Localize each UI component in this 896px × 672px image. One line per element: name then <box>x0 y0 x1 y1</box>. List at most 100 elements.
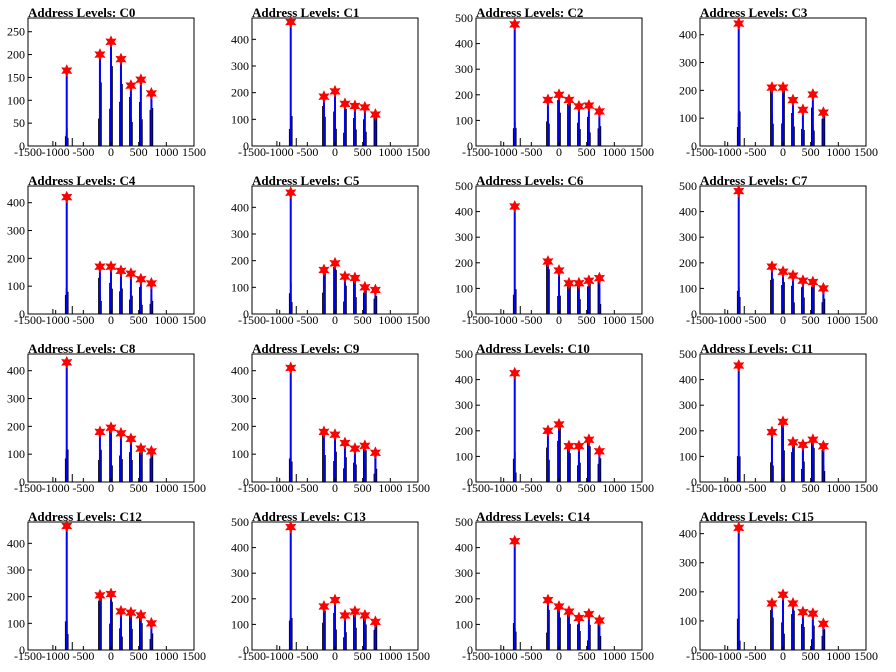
x-tick-label: 1500 <box>182 481 206 495</box>
x-tick-label: 1000 <box>154 145 178 159</box>
peak-marker <box>94 47 106 62</box>
chart-title: Address Levels: C12 <box>28 510 142 524</box>
address-level-panel-c13: 0 100 200 300 400 500 -1500 -1000 -500 0 500 1000 15… <box>224 504 448 672</box>
y-tick-label: 400 <box>455 205 473 219</box>
histogram-plot: 0 100 200 300 400 -1500 -1000 -500 0 500 1000 1500 <box>231 15 430 159</box>
y-tick-label: 0 <box>243 139 249 153</box>
y-tick-label: 300 <box>455 230 473 244</box>
address-level-panel-c14: 0 100 200 300 400 500 -1500 -1000 -500 0 500 1000 15… <box>448 504 672 672</box>
peak-marker <box>285 361 297 375</box>
y-tick-label: 200 <box>7 590 25 604</box>
x-tick-label: -500 <box>520 145 542 159</box>
x-tick-label: 1000 <box>154 481 178 495</box>
chart-title: Address Levels: C15 <box>700 510 814 524</box>
address-level-panel-c8: 0 100 200 300 400 -1500 -1000 -500 0 500 1000 1500 A… <box>0 336 224 504</box>
x-tick-label: -1500 <box>14 649 42 663</box>
peak-marker <box>807 87 819 102</box>
x-tick-label: 1500 <box>182 313 206 327</box>
peak-marker <box>553 263 565 278</box>
peak-marker <box>349 604 361 619</box>
chart-title-channel: C1 <box>343 5 360 20</box>
y-tick-label: 100 <box>7 93 25 107</box>
y-tick-label: 300 <box>7 563 25 577</box>
y-tick-label: 200 <box>679 424 697 438</box>
peak-marker <box>807 607 819 621</box>
histogram-bars <box>500 206 602 314</box>
histogram-plot: 0 100 200 300 400 500 -1500 -1000 -500 0 500 1000 15… <box>455 347 654 495</box>
x-tick-label: 500 <box>354 145 372 159</box>
address-level-panel-c3: 0 100 200 300 400 -1500 -1000 -500 0 500 1000 1500 A… <box>672 0 896 168</box>
x-tick-label: 1000 <box>602 313 626 327</box>
x-tick-label: 1000 <box>826 481 850 495</box>
x-tick-label: -1000 <box>42 313 70 327</box>
x-tick-label: -500 <box>744 481 766 495</box>
y-tick-label: 0 <box>467 643 473 657</box>
x-tick-label: 1500 <box>630 481 654 495</box>
x-tick-label: 0 <box>108 481 114 495</box>
peak-marker <box>563 439 575 453</box>
x-tick-label: -1000 <box>490 145 518 159</box>
x-tick-label: 0 <box>556 481 562 495</box>
peak-marker <box>777 588 789 602</box>
chart-title: Address Levels: C11 <box>700 342 813 356</box>
y-tick-label: 200 <box>7 251 25 265</box>
address-level-panel-c5: 0 100 200 300 400 -1500 -1000 -500 0 500 1000 1500 A… <box>224 168 448 336</box>
peak-marker <box>787 435 799 449</box>
y-tick-label: 100 <box>455 281 473 295</box>
x-tick-label: -1000 <box>266 145 294 159</box>
y-tick-label: 100 <box>231 447 249 461</box>
peak-marker <box>105 421 117 435</box>
y-tick-label: 400 <box>231 200 249 214</box>
address-level-panel-c0: 0 50 100 150 200 250 -1500 -1000 -500 0 500 1000 150… <box>0 0 224 168</box>
y-tick-label: 100 <box>679 449 697 463</box>
peak-marker <box>115 426 127 440</box>
peak-marker <box>135 441 147 456</box>
peak-marker <box>777 265 789 279</box>
y-tick-label: 0 <box>467 475 473 489</box>
peak-marker <box>369 107 382 122</box>
histogram-bars <box>724 365 826 482</box>
peak-marker <box>145 276 158 291</box>
peak-marker <box>766 260 778 274</box>
address-level-panel-c4: 0 100 200 300 400 -1500 -1000 -500 0 500 1000 1500 A… <box>0 168 224 336</box>
peak-marker <box>61 519 73 533</box>
peak-marker <box>509 534 521 548</box>
x-tick-label: -500 <box>296 313 318 327</box>
x-tick-label: -500 <box>744 145 766 159</box>
peak-marker <box>145 444 158 459</box>
y-tick-label: 300 <box>679 56 697 70</box>
address-level-panel-c11: 0 100 200 300 400 500 -1500 -1000 -500 0 500 1000 15… <box>672 336 896 504</box>
chart-title-channel: C12 <box>119 509 142 524</box>
chart-title-prefix: Address Levels: <box>28 509 117 524</box>
peak-marker <box>766 80 778 95</box>
y-tick-label: 200 <box>231 86 249 100</box>
x-tick-label: -1500 <box>686 649 714 663</box>
peak-marker <box>125 432 137 446</box>
y-tick-label: 0 <box>691 307 697 321</box>
histogram-bars <box>500 373 602 482</box>
chart-title-channel: C7 <box>791 173 808 188</box>
y-tick-label: 400 <box>231 541 249 555</box>
peak-marker <box>766 596 778 611</box>
chart-title-prefix: Address Levels: <box>476 173 565 188</box>
histogram-bars <box>500 24 602 146</box>
peak-marker <box>817 281 830 296</box>
peak-marker <box>329 428 341 442</box>
x-tick-label: 1500 <box>406 481 430 495</box>
x-tick-label: -1500 <box>238 145 266 159</box>
chart-title-prefix: Address Levels: <box>700 5 789 20</box>
peak-marker <box>94 260 106 274</box>
y-tick-label: 500 <box>455 347 473 361</box>
x-tick-label: -1500 <box>14 481 42 495</box>
peak-marker <box>797 438 809 452</box>
x-tick-label: 500 <box>578 481 596 495</box>
x-tick-label: 1500 <box>630 649 654 663</box>
histogram-plot: 0 50 100 150 200 250 -1500 -1000 -500 0 500 1000 150… <box>7 17 206 159</box>
chart-title-prefix: Address Levels: <box>28 5 117 20</box>
x-tick-label: 1000 <box>378 649 402 663</box>
x-tick-label: 0 <box>780 481 786 495</box>
x-tick-label: 1000 <box>602 145 626 159</box>
chart-title: Address Levels: C2 <box>476 6 583 20</box>
y-tick-label: 0 <box>243 643 249 657</box>
peak-marker <box>105 260 117 274</box>
